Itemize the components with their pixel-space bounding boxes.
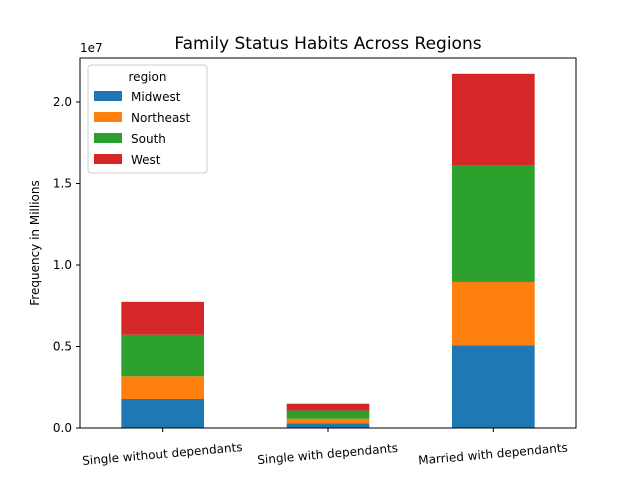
bar-midwest-1: [286, 423, 370, 428]
legend-label-northeast: Northeast: [131, 111, 191, 125]
legend-swatch-west: [94, 154, 122, 164]
x-tick-label: Married with dependants: [418, 441, 569, 468]
legend-swatch-midwest: [94, 91, 122, 101]
legend-label-south: South: [131, 132, 166, 146]
y-tick-label: 1.0: [53, 258, 72, 272]
legend-label-midwest: Midwest: [131, 90, 181, 104]
bar-south-1: [286, 410, 370, 419]
y-tick-label: 1.5: [53, 177, 72, 191]
x-axis: Single without dependants Single with dep…: [82, 428, 569, 468]
y-tick-label: 0.0: [53, 421, 72, 435]
y-axis-offset-text: 1e7: [80, 41, 103, 55]
bar-south-2: [452, 165, 535, 282]
legend: region Midwest Northeast South West: [87, 64, 208, 174]
bar-northeast-2: [452, 281, 535, 346]
y-axis-label: Frequency in Millions: [28, 180, 42, 305]
bar-south-0: [121, 334, 204, 377]
legend-label-west: West: [131, 153, 161, 167]
y-axis: 0.0 0.5 1.0 1.5 2.0: [53, 95, 80, 435]
y-tick-label: 2.0: [53, 95, 72, 109]
legend-swatch-south: [94, 133, 122, 143]
bar-midwest-2: [452, 345, 535, 428]
y-tick-label: 0.5: [53, 340, 72, 354]
legend-swatch-northeast: [94, 112, 122, 122]
bar-west-2: [452, 73, 535, 166]
bar-west-1: [286, 403, 370, 411]
bar-west-0: [121, 301, 204, 335]
chart-title: Family Status Habits Across Regions: [174, 34, 481, 54]
bar-northeast-1: [286, 418, 370, 424]
legend-title: region: [129, 70, 167, 84]
x-tick-label: Single without dependants: [82, 440, 243, 468]
bars-group: [121, 73, 535, 428]
bar-northeast-0: [121, 376, 204, 399]
x-tick-label: Single with dependants: [257, 441, 399, 467]
bar-midwest-0: [121, 398, 204, 428]
